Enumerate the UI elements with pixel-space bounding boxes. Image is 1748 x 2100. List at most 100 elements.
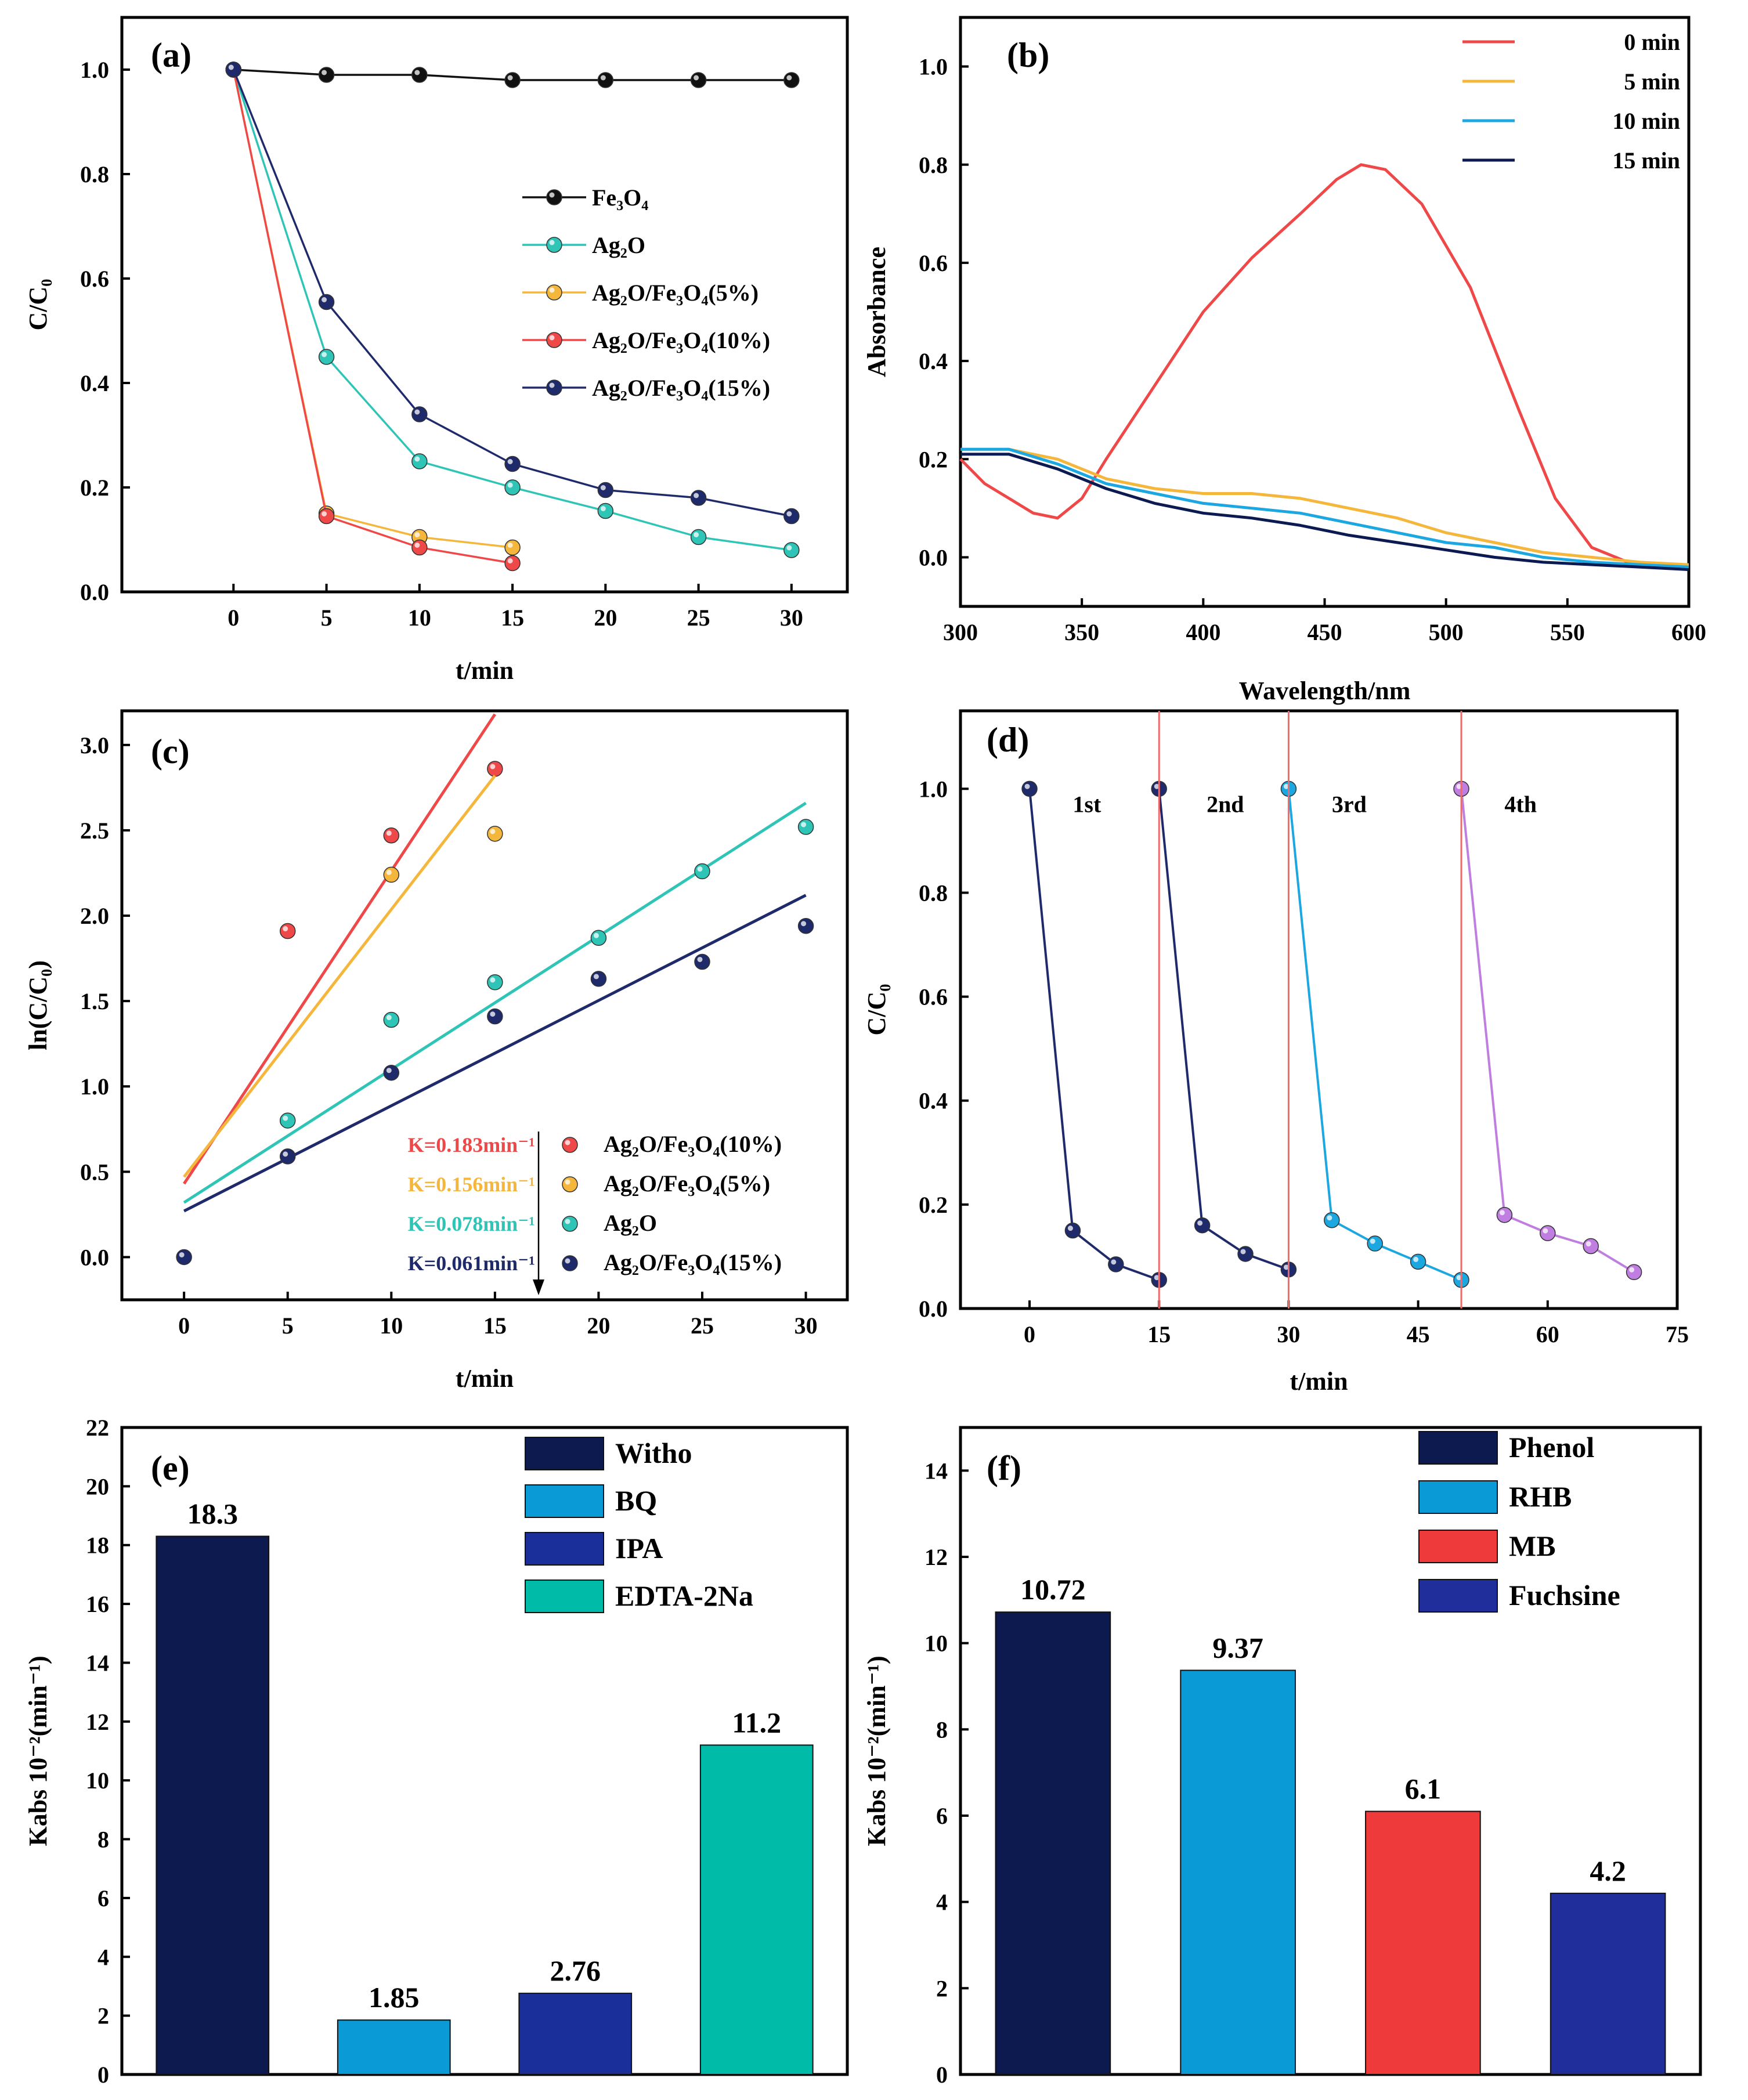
data-point-2-5 xyxy=(797,819,814,835)
legend-label: Ag₂O/Fe₃O₄(15%) xyxy=(604,1249,782,1275)
data-point-3-2-highlight xyxy=(1543,1228,1548,1234)
x-tick-label: 300 xyxy=(943,619,978,645)
data-point-3-4-highlight xyxy=(593,974,599,979)
y-tick-label: 6 xyxy=(97,1885,109,1911)
legend-marker-highlight xyxy=(549,287,555,293)
y-tick-label: 12 xyxy=(86,1709,109,1735)
data-point-2-5-highlight xyxy=(801,822,807,827)
legend-label: IPA xyxy=(615,1532,663,1564)
data-point-2-3 xyxy=(504,539,521,556)
y-tick-label: 20 xyxy=(86,1473,109,1499)
y-axis-label: Kabs 10⁻²(min⁻¹) xyxy=(24,1656,52,1846)
legend-label: Ag₂O/Fe₃O₄(15%) xyxy=(592,375,770,401)
data-point-2-0 xyxy=(279,1112,296,1129)
data-point-3-2 xyxy=(1540,1225,1556,1241)
data-point-3-6-highlight xyxy=(801,921,807,927)
data-point-0-1 xyxy=(318,67,335,83)
data-point-3-1 xyxy=(1496,1207,1513,1223)
legend-marker xyxy=(562,1137,578,1153)
data-point-1-1-highlight xyxy=(490,829,496,834)
legend-label: 5 min xyxy=(1624,68,1680,95)
data-point-1-6-highlight xyxy=(786,545,792,551)
data-point-1-1 xyxy=(318,349,335,365)
x-tick-label: 550 xyxy=(1550,619,1585,645)
bar-3 xyxy=(699,1744,814,2075)
panel-b: 0.0 0.2 0.4 0.6 0.8 1.0 300 350 400 450 500 550 600 (… xyxy=(862,16,1706,705)
data-point-1-6 xyxy=(783,542,800,558)
data-point-0-0-highlight xyxy=(283,926,288,932)
data-point-3-0-highlight xyxy=(179,1252,185,1257)
y-tick-label: 12 xyxy=(924,1544,948,1570)
data-point-3-3-highlight xyxy=(507,558,513,563)
x-tick-label: 0 xyxy=(227,605,239,631)
x-tick-label: 60 xyxy=(1536,1321,1559,1347)
legend-swatch xyxy=(525,1532,604,1566)
x-tick-label: 30 xyxy=(780,605,803,631)
data-point-0-5 xyxy=(690,72,707,88)
plot-frame xyxy=(959,1426,1702,2076)
series-line-0 xyxy=(1028,789,1160,1281)
bar-0 xyxy=(156,1535,270,2075)
panel-e: 0 2 4 6 8 10 12 14 16 18 20 22 (e) Kabs 10⁻²(min⁻¹) 18… xyxy=(24,1415,849,2088)
y-tick-label: 0.4 xyxy=(80,370,109,396)
data-point-2-4 xyxy=(694,863,710,880)
data-point-0-1-highlight xyxy=(386,830,392,836)
data-point-3-5-highlight xyxy=(697,956,703,962)
legend-swatch xyxy=(1418,1530,1498,1563)
legend-swatch xyxy=(1418,1431,1498,1465)
legend-label: Ag₂O xyxy=(592,232,645,258)
panel-label: (a) xyxy=(151,36,192,74)
data-point-0-3-highlight xyxy=(507,75,513,81)
data-point-3-2 xyxy=(411,539,428,556)
data-point-0-2 xyxy=(1108,1256,1124,1273)
cycle-label: 2nd xyxy=(1207,791,1244,818)
x-tick-label: 45 xyxy=(1407,1321,1430,1347)
x-axis-label: t/min xyxy=(456,1364,514,1393)
data-point-3-4-highlight xyxy=(1629,1267,1635,1273)
data-point-4-1 xyxy=(318,294,335,310)
x-tick-label: 450 xyxy=(1308,619,1342,645)
data-point-1-5 xyxy=(690,529,707,545)
series-line-2 xyxy=(1287,789,1462,1281)
x-axis-label: t/min xyxy=(456,656,514,685)
x-axis-label: t/min xyxy=(1290,1367,1348,1396)
y-axis-label: C/C₀ xyxy=(862,984,891,1036)
data-point-1-2 xyxy=(1237,1246,1254,1262)
data-point-1-4 xyxy=(597,503,614,519)
data-point-3-2 xyxy=(383,1064,400,1081)
legend-swatch xyxy=(525,1579,604,1613)
y-tick-label: 0.4 xyxy=(919,1088,948,1114)
data-point-2-2-highlight xyxy=(1370,1238,1375,1244)
data-point-1-1 xyxy=(1194,1217,1211,1234)
x-tick-label: 20 xyxy=(594,605,617,631)
legend-marker-highlight xyxy=(565,1258,570,1264)
data-point-4-0 xyxy=(225,62,242,78)
y-tick-label: 4 xyxy=(97,1944,109,1970)
legend-label: Ag₂O/Fe₃O₄(10%) xyxy=(604,1131,782,1157)
y-tick-label: 1.5 xyxy=(80,988,109,1014)
legend-label: Ag₂O/Fe₃O₄(5%) xyxy=(592,280,759,306)
y-tick-label: 0.0 xyxy=(919,1296,948,1322)
legend-marker xyxy=(546,332,562,348)
legend-marker xyxy=(546,237,562,253)
y-axis-label: Kabs 10⁻²(min⁻¹) xyxy=(862,1656,891,1846)
legend-label: EDTA-2Na xyxy=(615,1579,753,1612)
y-tick-label: 2 xyxy=(97,2003,109,2029)
data-label: 18.3 xyxy=(187,1498,239,1530)
plot-frame xyxy=(120,16,849,594)
plot-frame xyxy=(959,709,1679,1310)
y-axis-label: Absorbance xyxy=(862,247,891,377)
legend-label: Ag₂O/Fe₃O₄(10%) xyxy=(592,327,770,353)
y-tick-label: 2.0 xyxy=(80,903,109,929)
series-line-3 xyxy=(960,453,1689,572)
y-tick-label: 0.4 xyxy=(919,348,948,374)
x-tick-label: 500 xyxy=(1429,619,1464,645)
data-point-1-3 xyxy=(504,479,521,496)
panel-d: 0.0 0.2 0.4 0.6 0.8 1.0 0 15 30 45 60 75 (d) t/min C/C… xyxy=(862,709,1689,1396)
x-tick-label: 400 xyxy=(1186,619,1220,645)
legend-marker-highlight xyxy=(549,240,555,245)
data-label: 6.1 xyxy=(1405,1773,1442,1805)
data-point-3-3 xyxy=(1583,1238,1599,1255)
bar-2 xyxy=(518,1993,633,2075)
bar-1 xyxy=(1180,1669,1296,2075)
